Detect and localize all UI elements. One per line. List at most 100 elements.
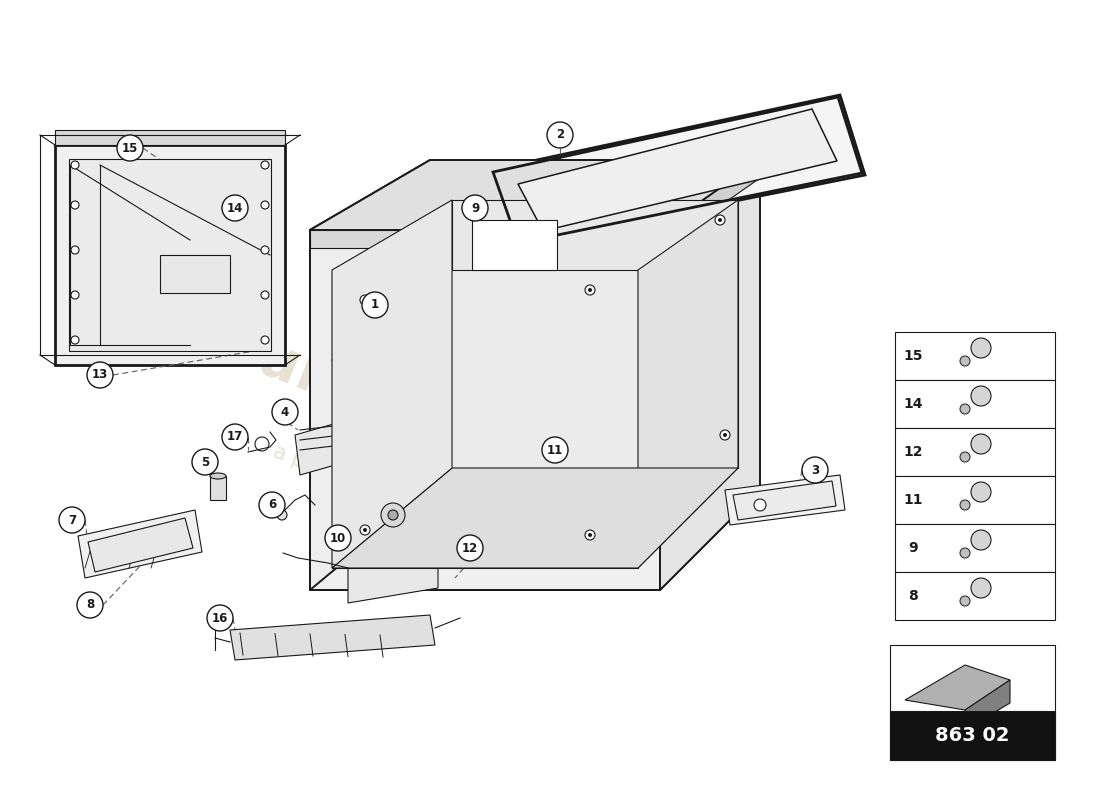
- Bar: [895, 428, 1055, 476]
- Circle shape: [87, 362, 113, 388]
- Bar: [895, 572, 1055, 620]
- Circle shape: [381, 503, 405, 527]
- Circle shape: [388, 510, 398, 520]
- Text: 7: 7: [68, 514, 76, 526]
- Circle shape: [261, 161, 270, 169]
- Bar: [472, 220, 557, 270]
- Polygon shape: [55, 145, 285, 365]
- Circle shape: [261, 291, 270, 299]
- Circle shape: [960, 596, 970, 606]
- Polygon shape: [310, 230, 660, 248]
- Polygon shape: [310, 490, 760, 590]
- Text: 14: 14: [903, 397, 923, 411]
- Circle shape: [585, 285, 595, 295]
- Text: 4: 4: [280, 406, 289, 418]
- Circle shape: [723, 433, 727, 437]
- Text: a passion for parts since 1985: a passion for parts since 1985: [271, 442, 570, 578]
- Text: 14: 14: [227, 202, 243, 214]
- Circle shape: [261, 201, 270, 209]
- Polygon shape: [332, 270, 638, 568]
- Polygon shape: [965, 680, 1010, 730]
- Polygon shape: [310, 230, 660, 590]
- Circle shape: [72, 161, 79, 169]
- Bar: [895, 332, 1055, 380]
- Bar: [160, 255, 230, 293]
- Circle shape: [324, 525, 351, 551]
- Circle shape: [718, 218, 722, 222]
- Circle shape: [360, 295, 370, 305]
- Polygon shape: [660, 160, 760, 248]
- Circle shape: [72, 246, 79, 254]
- Text: 8: 8: [86, 598, 95, 611]
- Text: 5: 5: [201, 455, 209, 469]
- Polygon shape: [725, 475, 845, 525]
- Circle shape: [222, 195, 248, 221]
- Polygon shape: [230, 615, 434, 660]
- Text: 3: 3: [811, 463, 819, 477]
- Polygon shape: [905, 665, 1010, 710]
- Circle shape: [960, 452, 970, 462]
- Text: 12: 12: [903, 445, 923, 459]
- Circle shape: [72, 201, 79, 209]
- Circle shape: [802, 457, 828, 483]
- Polygon shape: [310, 160, 430, 248]
- Bar: [890, 710, 1055, 760]
- Text: 863 02: 863 02: [935, 726, 1010, 745]
- Polygon shape: [69, 159, 271, 351]
- Polygon shape: [452, 200, 738, 468]
- Circle shape: [588, 533, 592, 537]
- Circle shape: [971, 386, 991, 406]
- Circle shape: [754, 499, 766, 511]
- Circle shape: [72, 336, 79, 344]
- Text: 1: 1: [371, 298, 380, 311]
- Polygon shape: [332, 200, 452, 568]
- Circle shape: [360, 525, 370, 535]
- Circle shape: [971, 578, 991, 598]
- Bar: [890, 645, 1055, 760]
- Bar: [895, 380, 1055, 428]
- Circle shape: [971, 482, 991, 502]
- Circle shape: [588, 288, 592, 292]
- Text: 13: 13: [92, 369, 108, 382]
- Text: 10: 10: [330, 531, 346, 545]
- Circle shape: [362, 292, 388, 318]
- Text: 11: 11: [903, 493, 923, 507]
- Circle shape: [456, 535, 483, 561]
- Polygon shape: [348, 533, 438, 603]
- Text: 2: 2: [556, 129, 564, 142]
- Polygon shape: [638, 200, 738, 568]
- Text: 16: 16: [212, 611, 228, 625]
- Circle shape: [971, 530, 991, 550]
- Circle shape: [960, 404, 970, 414]
- Text: 15: 15: [122, 142, 139, 154]
- Text: 8: 8: [909, 589, 917, 603]
- Bar: [895, 476, 1055, 524]
- Polygon shape: [518, 109, 837, 231]
- Polygon shape: [55, 130, 285, 145]
- Text: 11: 11: [547, 443, 563, 457]
- Circle shape: [277, 510, 287, 520]
- Circle shape: [261, 246, 270, 254]
- Text: 9: 9: [909, 541, 917, 555]
- Circle shape: [971, 434, 991, 454]
- Circle shape: [547, 122, 573, 148]
- Text: 15: 15: [903, 349, 923, 363]
- Polygon shape: [733, 481, 836, 520]
- Text: eurocarparts: eurocarparts: [212, 314, 628, 526]
- Polygon shape: [88, 518, 192, 572]
- Polygon shape: [660, 160, 760, 590]
- Circle shape: [192, 449, 218, 475]
- Polygon shape: [310, 160, 430, 590]
- Polygon shape: [78, 510, 202, 578]
- Text: 17: 17: [227, 430, 243, 443]
- Circle shape: [960, 548, 970, 558]
- Bar: [895, 524, 1055, 572]
- Circle shape: [462, 195, 488, 221]
- Circle shape: [363, 528, 367, 532]
- Circle shape: [72, 291, 79, 299]
- Text: 9: 9: [471, 202, 480, 214]
- Text: 6: 6: [268, 498, 276, 511]
- Circle shape: [542, 437, 568, 463]
- Circle shape: [117, 135, 143, 161]
- Text: 12: 12: [462, 542, 478, 554]
